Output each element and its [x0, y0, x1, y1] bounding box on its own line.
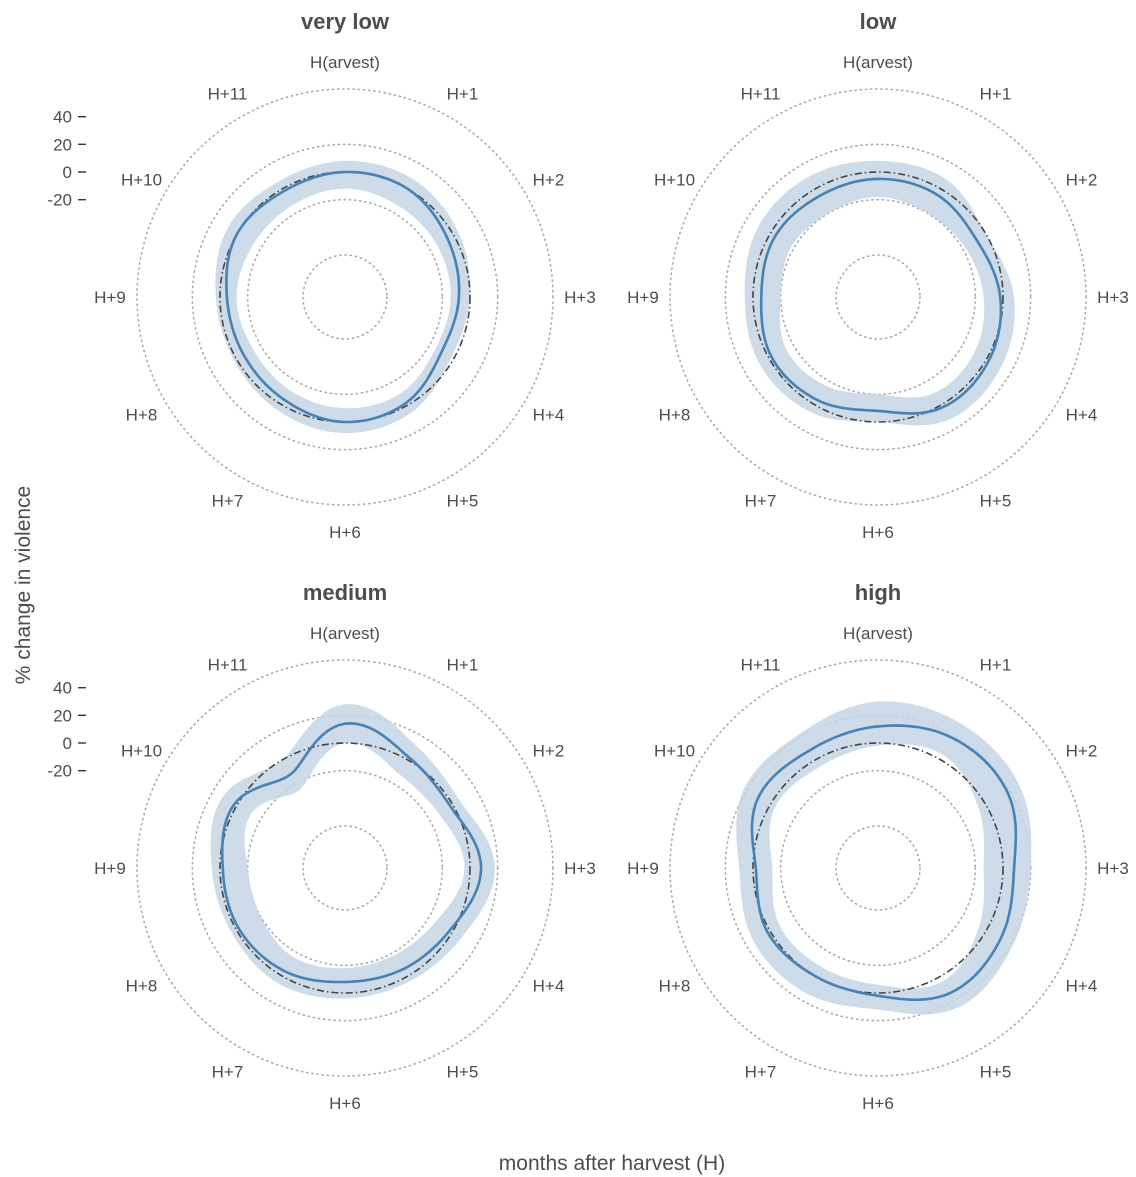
month-label: H+1 — [980, 656, 1012, 675]
confidence-band — [210, 704, 495, 999]
month-label: H+10 — [654, 171, 695, 190]
month-label: H+4 — [533, 406, 565, 425]
radial-tick-label: -20 — [47, 762, 72, 781]
month-label: H+6 — [329, 523, 361, 542]
month-label: H+5 — [447, 492, 479, 511]
month-label: H+11 — [741, 85, 781, 104]
month-label: H+9 — [94, 859, 126, 878]
grid-ring — [669, 88, 1087, 506]
month-label: H+11 — [208, 85, 248, 104]
month-label: H+9 — [627, 288, 659, 307]
polar-panel-medium: H(arvest) H+1 H+2 H+3 H+4 H+5 H+6 H+7 H+8 H+9 H+10… — [47, 580, 595, 1113]
grid-ring — [835, 825, 921, 911]
month-label: H+2 — [1066, 171, 1098, 190]
month-label: H+3 — [1097, 288, 1129, 307]
month-label: H+6 — [862, 1094, 894, 1113]
reference-circle — [752, 742, 1004, 994]
month-label: H(arvest) — [310, 624, 380, 643]
grid-ring — [835, 254, 921, 340]
confidence-band — [744, 160, 1015, 426]
y-axis-title: % change in violence — [12, 486, 35, 684]
grid-ring — [779, 198, 977, 396]
grid-ring — [302, 825, 388, 911]
month-label: H+8 — [659, 977, 691, 996]
radial-tick-label: 40 — [53, 108, 72, 127]
grid-ring — [191, 143, 499, 451]
month-label: H+1 — [980, 85, 1012, 104]
grid-ring — [246, 769, 444, 967]
radial-tick-label: 0 — [63, 163, 72, 182]
confidence-band — [736, 701, 1032, 1015]
month-label: H+1 — [447, 85, 479, 104]
month-label: H+11 — [741, 656, 781, 675]
month-label: H+9 — [94, 288, 126, 307]
month-label: H+3 — [564, 288, 596, 307]
radial-tick-label: 20 — [53, 135, 72, 154]
month-label: H+4 — [1066, 977, 1098, 996]
x-axis-title: months after harvest (H) — [499, 1152, 725, 1175]
month-label: H+7 — [212, 492, 244, 511]
month-label: H(arvest) — [310, 53, 380, 72]
grid-ring — [302, 254, 388, 340]
month-label: H+5 — [980, 492, 1012, 511]
reference-circle — [752, 171, 1004, 423]
month-label: H+7 — [212, 1063, 244, 1082]
month-label: H+11 — [208, 656, 248, 675]
grid-ring — [136, 659, 554, 1077]
month-label: H+9 — [627, 859, 659, 878]
month-label: H+2 — [1066, 742, 1098, 761]
radial-tick-label: 40 — [53, 679, 72, 698]
month-label: H+1 — [447, 656, 479, 675]
month-label: H+2 — [533, 742, 565, 761]
radial-tick-label: -20 — [47, 191, 72, 210]
radial-tick-label: 20 — [53, 706, 72, 725]
polar-panel-very-low: H(arvest) H+1 H+2 H+3 H+4 H+5 H+6 H+7 H+8 H+9 H+10… — [47, 9, 595, 542]
month-label: H(arvest) — [843, 624, 913, 643]
reference-circle — [219, 742, 471, 994]
month-label: H+3 — [1097, 859, 1129, 878]
month-label: H+4 — [1066, 406, 1098, 425]
month-label: H+7 — [745, 1063, 777, 1082]
month-label: H+10 — [654, 742, 695, 761]
panel-title: medium — [303, 580, 387, 605]
month-label: H+4 — [533, 977, 565, 996]
month-label: H+5 — [980, 1063, 1012, 1082]
panel-title: high — [855, 580, 901, 605]
month-label: H(arvest) — [843, 53, 913, 72]
reference-circle — [219, 171, 471, 423]
confidence-band — [215, 160, 471, 434]
grid-ring — [779, 769, 977, 967]
panel-title: very low — [301, 9, 390, 34]
month-label: H+7 — [745, 492, 777, 511]
grid-ring — [136, 88, 554, 506]
month-label: H+10 — [121, 742, 162, 761]
month-label: H+8 — [126, 977, 158, 996]
month-label: H+8 — [126, 406, 158, 425]
month-label: H+10 — [121, 171, 162, 190]
panel-title: low — [860, 9, 898, 34]
grid-ring — [724, 143, 1032, 451]
month-label: H+8 — [659, 406, 691, 425]
grid-ring — [246, 198, 444, 396]
month-label: H+3 — [564, 859, 596, 878]
month-label: H+6 — [329, 1094, 361, 1113]
polar-panel-low: H(arvest) H+1 H+2 H+3 H+4 H+5 H+6 H+7 H+8 H+9 H+10… — [627, 9, 1129, 542]
polar-panel-high: H(arvest) H+1 H+2 H+3 H+4 H+5 H+6 H+7 H+8 H+9 H+10… — [627, 580, 1129, 1113]
grid-ring — [669, 659, 1087, 1077]
month-label: H+6 — [862, 523, 894, 542]
radial-tick-label: 0 — [63, 734, 72, 753]
month-label: H+5 — [447, 1063, 479, 1082]
month-label: H+2 — [533, 171, 565, 190]
